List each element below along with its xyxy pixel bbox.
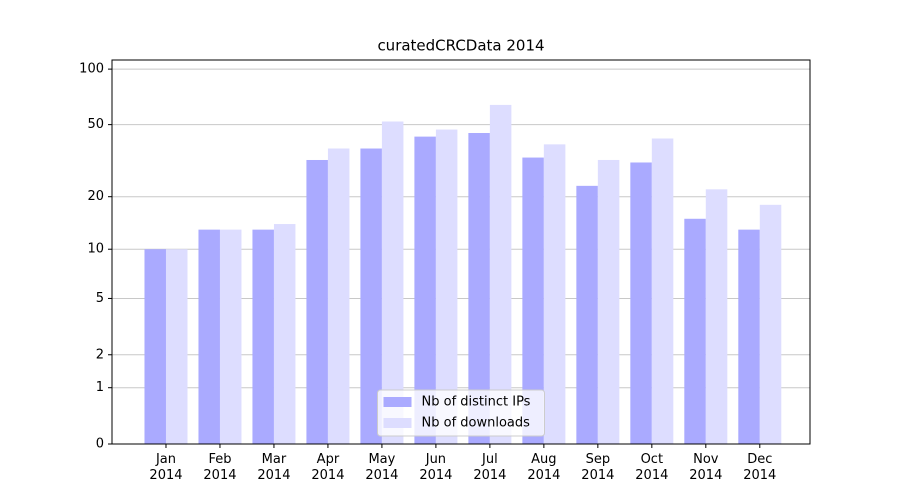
bar xyxy=(576,185,598,444)
y-tick-label: 50 xyxy=(87,117,104,132)
bar xyxy=(705,189,728,444)
bar xyxy=(651,138,674,445)
chart-title: curatedCRCData 2014 xyxy=(377,37,544,55)
x-tick-label: Mar 2014 xyxy=(257,452,291,483)
y-tick-label: 100 xyxy=(79,62,104,77)
bar xyxy=(360,148,382,445)
y-tick-label: 2 xyxy=(96,347,104,362)
x-tick-label: Dec 2014 xyxy=(743,452,777,483)
bar xyxy=(759,204,782,444)
bar xyxy=(435,129,458,445)
legend-label: Nb of distinct IPs xyxy=(422,395,531,410)
bar xyxy=(165,249,188,444)
legend-box xyxy=(377,389,545,437)
bar xyxy=(543,144,566,444)
x-tick-label: Apr 2014 xyxy=(311,452,345,483)
y-tick-label: 10 xyxy=(87,242,104,257)
bar xyxy=(738,229,760,444)
bar xyxy=(273,224,296,444)
y-tick-label: 20 xyxy=(87,189,104,204)
bar xyxy=(522,157,544,445)
bar xyxy=(489,104,512,445)
bar xyxy=(306,159,328,444)
x-tick-label: Oct 2014 xyxy=(635,452,669,483)
bar xyxy=(630,162,652,444)
bar xyxy=(684,218,706,444)
bar xyxy=(381,121,404,444)
bar xyxy=(252,229,274,444)
x-tick-label: Feb 2014 xyxy=(203,452,237,483)
y-tick-label: 1 xyxy=(96,380,104,395)
x-tick-label: Nov 2014 xyxy=(689,452,723,483)
axes-frame xyxy=(111,59,811,445)
x-tick-label: Jan 2014 xyxy=(149,452,183,483)
x-tick-label: May 2014 xyxy=(365,452,399,483)
y-tick-label: 0 xyxy=(96,437,104,452)
x-tick-label: Aug 2014 xyxy=(527,452,561,483)
legend-label: Nb of downloads xyxy=(422,416,531,431)
x-tick-label: Jul 2014 xyxy=(473,452,507,483)
x-tick-label: Jun 2014 xyxy=(419,452,453,483)
bar xyxy=(468,133,490,444)
bar xyxy=(597,159,620,444)
bar xyxy=(327,148,350,445)
bar xyxy=(198,229,220,444)
bar xyxy=(144,249,166,444)
legend-swatch xyxy=(383,418,412,428)
x-tick-label: Sep 2014 xyxy=(581,452,615,483)
legend-swatch xyxy=(383,397,412,407)
y-tick-label: 5 xyxy=(96,291,104,306)
bar xyxy=(414,136,436,444)
bar xyxy=(219,229,242,444)
